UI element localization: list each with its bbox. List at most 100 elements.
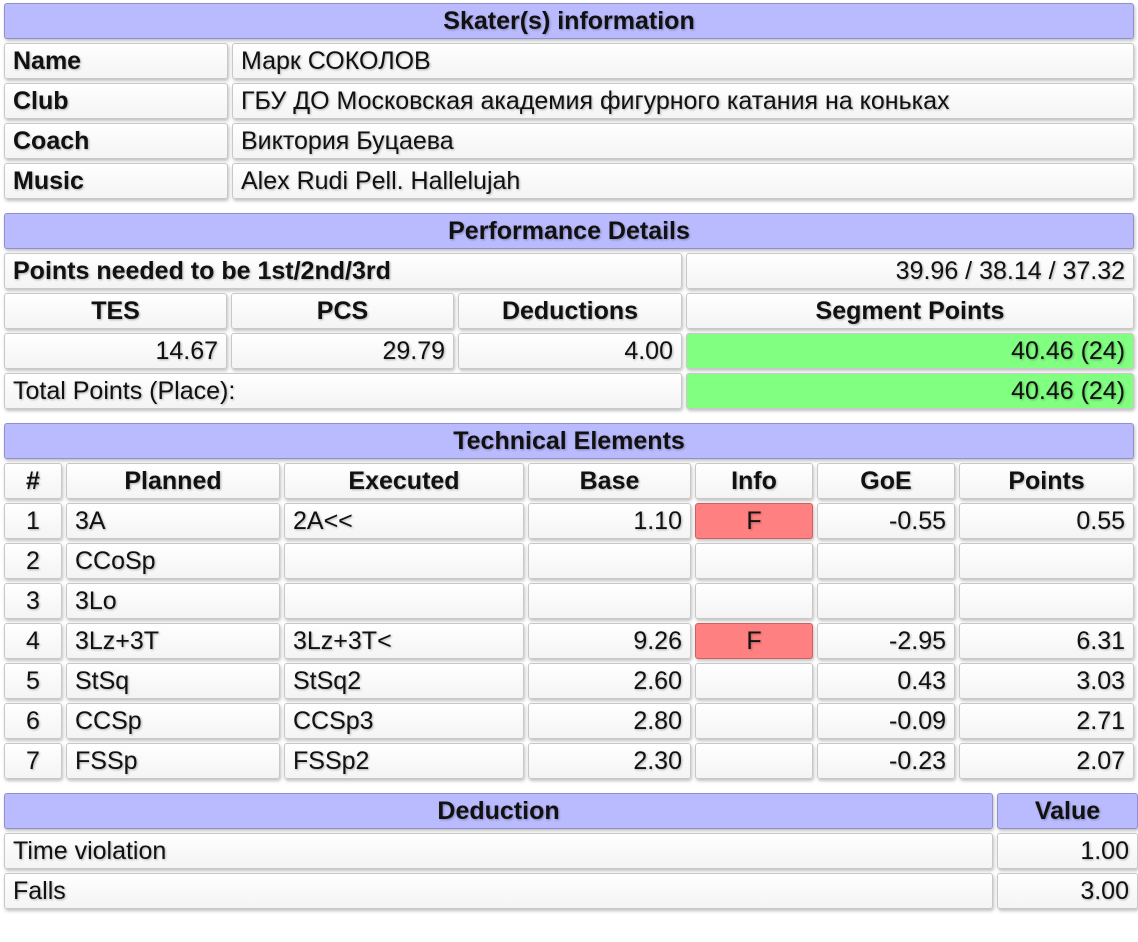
element-cell: 2.30 bbox=[528, 743, 691, 779]
info-label: Music bbox=[4, 163, 228, 199]
element-cell: 4 bbox=[4, 623, 62, 659]
element-cell bbox=[695, 663, 813, 699]
info-row: Coach Виктория Буцаева bbox=[4, 123, 1134, 159]
element-cell bbox=[959, 583, 1135, 619]
title-row: Skater(s) information bbox=[4, 3, 1134, 39]
column-header: TES bbox=[4, 293, 227, 329]
element-row: 3 3Lo bbox=[4, 583, 1135, 619]
element-row: 2 CCoSp bbox=[4, 543, 1135, 579]
column-header: Executed bbox=[284, 463, 524, 499]
element-cell: 2.07 bbox=[959, 743, 1135, 779]
score-value: 29.79 bbox=[231, 333, 454, 369]
header-row: TES PCS Deductions Segment Points bbox=[4, 293, 1135, 329]
element-cell: -0.09 bbox=[817, 703, 955, 739]
element-cell: 7 bbox=[4, 743, 62, 779]
info-value: Марк СОКОЛОВ bbox=[232, 43, 1134, 79]
column-header: Value bbox=[997, 793, 1138, 829]
column-header: Points bbox=[959, 463, 1135, 499]
column-header: Base bbox=[528, 463, 691, 499]
deductions-table: Deduction Value Time violation 1.00 Falls 3.0… bbox=[0, 789, 1138, 913]
total-label: Total Points (Place): bbox=[4, 373, 682, 409]
column-header: Deduction bbox=[4, 793, 993, 829]
deduction-row: Time violation 1.00 bbox=[4, 833, 1138, 869]
column-header: GoE bbox=[817, 463, 955, 499]
element-cell: StSq bbox=[66, 663, 280, 699]
deduction-name: Time violation bbox=[4, 833, 993, 869]
info-row: Music Alex Rudi Pell. Hallelujah bbox=[4, 163, 1134, 199]
element-cell: 2.71 bbox=[959, 703, 1135, 739]
element-cell: 2 bbox=[4, 543, 62, 579]
element-cell: 2.80 bbox=[528, 703, 691, 739]
element-row: 1 3A 2A<< 1.10 F -0.55 0.55 bbox=[4, 503, 1135, 539]
element-cell: CCoSp bbox=[66, 543, 280, 579]
info-label: Club bbox=[4, 83, 228, 119]
header-row: Deduction Value bbox=[4, 793, 1138, 829]
column-header: Planned bbox=[66, 463, 280, 499]
element-cell bbox=[528, 583, 691, 619]
column-header: PCS bbox=[231, 293, 454, 329]
element-cell: 6.31 bbox=[959, 623, 1135, 659]
info-value: ГБУ ДО Московская академия фигурного кат… bbox=[232, 83, 1134, 119]
info-value: Alex Rudi Pell. Hallelujah bbox=[232, 163, 1134, 199]
element-cell: 1.10 bbox=[528, 503, 691, 539]
info-label: Coach bbox=[4, 123, 228, 159]
element-cell: FSSp bbox=[66, 743, 280, 779]
column-header: Info bbox=[695, 463, 813, 499]
needed-row: Points needed to be 1st/2nd/3rd 39.96 / 3… bbox=[4, 253, 1135, 289]
element-cell bbox=[528, 543, 691, 579]
header-row: # Planned Executed Base Info GoE Points bbox=[4, 463, 1135, 499]
element-cell bbox=[284, 583, 524, 619]
element-cell bbox=[695, 543, 813, 579]
section-title: Skater(s) information bbox=[4, 3, 1134, 39]
score-value: 4.00 bbox=[458, 333, 682, 369]
element-cell: 3Lo bbox=[66, 583, 280, 619]
element-cell: FSSp2 bbox=[284, 743, 524, 779]
element-row: 6 CCSp CCSp3 2.80 -0.09 2.71 bbox=[4, 703, 1135, 739]
values-row: 14.67 29.79 4.00 40.46 (24) bbox=[4, 333, 1135, 369]
score-value: 40.46 (24) bbox=[686, 333, 1135, 369]
element-row: 7 FSSp FSSp2 2.30 -0.23 2.07 bbox=[4, 743, 1135, 779]
element-cell: CCSp bbox=[66, 703, 280, 739]
element-cell: 3Lz+3T< bbox=[284, 623, 524, 659]
deduction-row: Falls 3.00 bbox=[4, 873, 1138, 909]
element-row: 4 3Lz+3T 3Lz+3T< 9.26 F -2.95 6.31 bbox=[4, 623, 1135, 659]
element-cell: 3Lz+3T bbox=[66, 623, 280, 659]
info-value: Виктория Буцаева bbox=[232, 123, 1134, 159]
title-row: Technical Elements bbox=[4, 423, 1135, 459]
element-cell: 3 bbox=[4, 583, 62, 619]
element-cell: 3.03 bbox=[959, 663, 1135, 699]
performance-table: Performance Details Points needed to be 1… bbox=[0, 209, 1138, 413]
score-value: 14.67 bbox=[4, 333, 227, 369]
elements-table: Technical Elements # Planned Executed Base In… bbox=[0, 419, 1138, 783]
element-cell: 0.43 bbox=[817, 663, 955, 699]
element-cell: 9.26 bbox=[528, 623, 691, 659]
column-header: Segment Points bbox=[686, 293, 1135, 329]
deduction-name: Falls bbox=[4, 873, 993, 909]
needed-label: Points needed to be 1st/2nd/3rd bbox=[4, 253, 682, 289]
info-label: Name bbox=[4, 43, 228, 79]
column-header: # bbox=[4, 463, 62, 499]
info-row: Name Марк СОКОЛОВ bbox=[4, 43, 1134, 79]
title-row: Performance Details bbox=[4, 213, 1135, 249]
total-value: 40.46 (24) bbox=[686, 373, 1135, 409]
element-cell: 5 bbox=[4, 663, 62, 699]
deduction-value: 1.00 bbox=[997, 833, 1138, 869]
element-cell: -2.95 bbox=[817, 623, 955, 659]
element-cell bbox=[695, 703, 813, 739]
deduction-value: 3.00 bbox=[997, 873, 1138, 909]
column-header: Deductions bbox=[458, 293, 682, 329]
element-cell: F bbox=[695, 503, 813, 539]
element-cell: CCSp3 bbox=[284, 703, 524, 739]
element-cell: -0.55 bbox=[817, 503, 955, 539]
element-cell: 2.60 bbox=[528, 663, 691, 699]
section-title: Technical Elements bbox=[4, 423, 1135, 459]
element-cell bbox=[817, 543, 955, 579]
element-cell: 1 bbox=[4, 503, 62, 539]
element-cell: 6 bbox=[4, 703, 62, 739]
element-cell bbox=[959, 543, 1135, 579]
element-cell: 3A bbox=[66, 503, 280, 539]
needed-value: 39.96 / 38.14 / 37.32 bbox=[686, 253, 1135, 289]
element-cell bbox=[284, 543, 524, 579]
element-cell: 2A<< bbox=[284, 503, 524, 539]
element-cell: F bbox=[695, 623, 813, 659]
